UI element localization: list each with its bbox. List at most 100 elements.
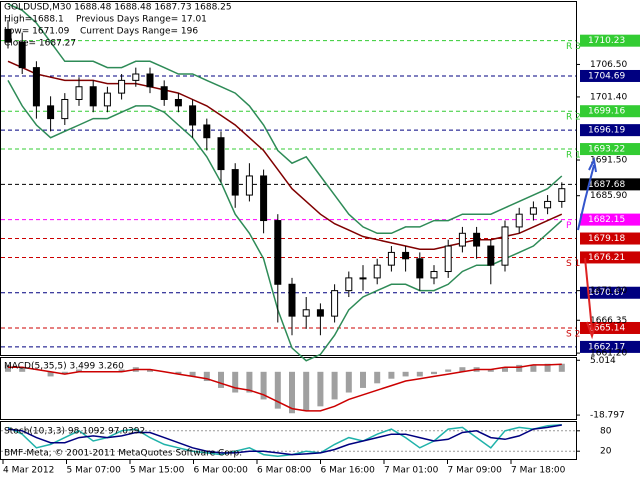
macd-bar <box>530 364 537 372</box>
candle-body <box>146 73 154 88</box>
level-tag <box>580 286 640 299</box>
y-tick-label: -18.797 <box>590 411 625 421</box>
macd-bar <box>246 371 253 393</box>
macd-bar <box>175 371 182 375</box>
candle-body <box>458 232 466 247</box>
candle-body <box>174 98 182 107</box>
y-tick-label: 5.014 <box>590 356 616 366</box>
pivot-label: R 1 <box>566 151 581 161</box>
macd-bar <box>544 363 551 372</box>
macd-bar <box>147 369 153 372</box>
level-tag <box>580 340 640 353</box>
pivot-label: S 1 <box>566 259 580 269</box>
macd-bar <box>487 369 494 372</box>
x-tick-label: 4 Mar 2012 <box>3 466 54 476</box>
level-label: 1676.21 <box>588 253 625 263</box>
candle-body <box>89 86 97 107</box>
macd-frame <box>0 357 577 420</box>
pivot-label: R 3 <box>566 42 581 52</box>
macd-bar <box>118 369 125 372</box>
level-tag <box>580 251 640 264</box>
candle-body <box>331 290 339 317</box>
header: High=1688.1 <box>4 15 64 25</box>
indicator-line <box>7 60 563 250</box>
macd-bar <box>289 371 295 414</box>
level-label: 1710.23 <box>588 36 625 46</box>
macd-bar <box>459 367 466 372</box>
stoch-line <box>7 423 562 458</box>
candle-body <box>32 67 40 107</box>
x-tick-label: 6 Mar 16:00 <box>321 466 376 476</box>
level-tag <box>580 178 640 191</box>
macd-bar <box>431 371 437 375</box>
level-label: 1693.22 <box>588 145 625 155</box>
y-tick-label: 1685.90 <box>590 191 627 201</box>
level-label: 1696.19 <box>588 126 625 136</box>
candle-body <box>189 105 197 126</box>
macd-bar <box>317 371 324 407</box>
macd-bar <box>47 371 54 377</box>
copyright: BMF-Meta, © 2001-2011 MetaQuotes Softwar… <box>4 449 242 459</box>
level-tag <box>580 213 640 226</box>
y-tick-label: 1666.35 <box>590 316 627 326</box>
candle-body <box>402 251 410 260</box>
x-tick-label: 5 Mar 15:00 <box>130 466 185 476</box>
candle-body <box>359 277 367 280</box>
candle-body <box>245 175 253 196</box>
macd-bar <box>502 367 508 372</box>
candle-body <box>203 124 211 139</box>
pivot-label: P <box>566 221 572 231</box>
header: Close= 1687.27 <box>4 39 76 49</box>
candle-body <box>473 232 481 247</box>
macd-bar <box>416 371 423 377</box>
macd-bar <box>232 371 239 393</box>
candle-body <box>430 271 438 279</box>
candle-body <box>302 309 310 317</box>
macd-bar <box>445 369 452 372</box>
up-arrow <box>577 156 597 231</box>
level-label: 1662.17 <box>588 342 625 352</box>
candle-body <box>416 258 424 279</box>
macd-bar <box>516 364 523 372</box>
level-label: 1679.18 <box>588 234 625 244</box>
price-panel: 1710.23 R 3 1704.69 1699.16 R 2 1696.19 1693.2… <box>1 3 640 476</box>
macd-bar <box>345 371 352 393</box>
candle-body <box>47 105 55 120</box>
candle-body <box>444 245 452 273</box>
level-tag <box>580 143 640 156</box>
stoch-frame <box>0 421 577 460</box>
level-tag <box>580 34 640 47</box>
macd-bar <box>76 369 82 372</box>
candle-body <box>345 277 353 292</box>
candle-body <box>103 92 111 107</box>
y-tick-label: 1661.20 <box>590 349 627 359</box>
candle-body <box>288 283 296 317</box>
macd-bar <box>303 371 310 411</box>
macd-bar <box>189 371 196 377</box>
candle-body <box>61 98 69 120</box>
candle-body <box>274 220 282 285</box>
candle-body <box>260 175 268 222</box>
x-tick-label: 6 Mar 08:00 <box>257 466 312 476</box>
candle-body <box>132 73 140 81</box>
macd-bar <box>402 371 409 377</box>
candle-body <box>544 200 552 209</box>
signal-line <box>8 363 562 412</box>
candle-body <box>118 79 126 94</box>
candle-body <box>4 28 12 43</box>
macd-bar <box>331 371 338 400</box>
stoch-title: Stoch(10,3,3) 98.1092 97.0392 <box>4 427 145 437</box>
x-tick-label: 5 Mar 07:00 <box>67 466 122 476</box>
header: Previous Days Range= 17.01 <box>76 15 207 25</box>
macd-bar <box>374 371 381 384</box>
x-tick-label: 7 Mar 01:00 <box>384 466 439 476</box>
y-tick-label: 1691.50 <box>590 156 627 166</box>
level-label: 1670.67 <box>588 288 625 298</box>
symbol-title: GOLDUSD,M30 1688.48 1688.48 1687.73 1688… <box>4 3 232 13</box>
level-label: 1699.16 <box>588 107 625 117</box>
macd-title: MACD(5,35,5) 3.499 3.260 <box>4 362 124 372</box>
x-tick-label: 7 Mar 18:00 <box>511 466 566 476</box>
level-label: 1704.69 <box>588 71 625 81</box>
